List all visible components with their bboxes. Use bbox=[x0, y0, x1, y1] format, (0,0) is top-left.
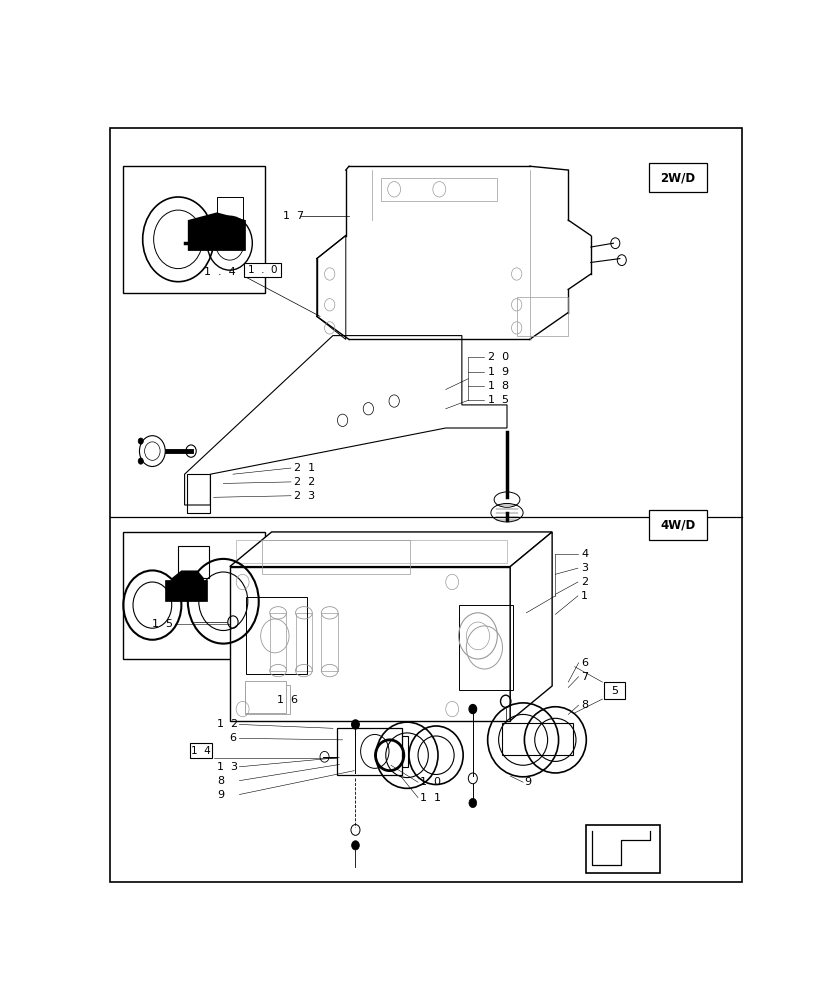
Text: 1  3: 1 3 bbox=[217, 762, 238, 772]
Text: 6: 6 bbox=[230, 733, 237, 743]
Bar bbox=[458, 605, 513, 690]
Bar bbox=[517, 297, 568, 336]
Bar bbox=[123, 166, 265, 293]
Text: 1  9: 1 9 bbox=[488, 367, 509, 377]
Bar bbox=[350, 736, 409, 767]
Circle shape bbox=[469, 704, 477, 714]
Text: 2: 2 bbox=[582, 577, 588, 587]
Circle shape bbox=[352, 841, 359, 850]
Bar bbox=[586, 825, 660, 873]
Text: 1: 1 bbox=[582, 591, 588, 601]
Text: 8: 8 bbox=[582, 700, 588, 710]
Bar bbox=[503, 723, 573, 755]
Circle shape bbox=[469, 798, 477, 808]
Circle shape bbox=[140, 436, 166, 466]
Text: 2  3: 2 3 bbox=[295, 491, 315, 501]
Bar bbox=[649, 510, 707, 540]
Polygon shape bbox=[188, 212, 246, 251]
Bar bbox=[270, 613, 286, 671]
Text: 7: 7 bbox=[582, 672, 588, 682]
Text: 8: 8 bbox=[217, 776, 224, 786]
Text: 9: 9 bbox=[524, 777, 532, 787]
Bar bbox=[262, 540, 410, 574]
Text: 6: 6 bbox=[582, 658, 588, 668]
Bar bbox=[338, 728, 402, 774]
Bar bbox=[295, 613, 312, 671]
Bar bbox=[321, 613, 338, 671]
Polygon shape bbox=[230, 532, 552, 567]
Text: 1  8: 1 8 bbox=[488, 381, 509, 391]
Bar bbox=[178, 546, 209, 578]
Polygon shape bbox=[510, 532, 552, 721]
Text: 1  5: 1 5 bbox=[488, 395, 508, 405]
Circle shape bbox=[138, 438, 143, 444]
Bar bbox=[123, 532, 265, 659]
Bar bbox=[245, 681, 286, 713]
Bar bbox=[246, 597, 307, 674]
Text: 9: 9 bbox=[217, 790, 224, 800]
Circle shape bbox=[352, 720, 359, 729]
Text: 2  1: 2 1 bbox=[295, 463, 315, 473]
Text: 3: 3 bbox=[582, 563, 588, 573]
Text: 2  0: 2 0 bbox=[488, 352, 509, 362]
Bar bbox=[217, 197, 243, 232]
Text: 1  0: 1 0 bbox=[420, 777, 441, 787]
Text: 1  4: 1 4 bbox=[191, 746, 211, 756]
Text: 1  2: 1 2 bbox=[217, 719, 238, 729]
Text: 4W/D: 4W/D bbox=[661, 519, 696, 532]
Polygon shape bbox=[171, 570, 204, 601]
Polygon shape bbox=[622, 840, 650, 865]
Text: 5: 5 bbox=[611, 686, 618, 696]
Bar bbox=[649, 163, 707, 192]
Polygon shape bbox=[230, 567, 510, 721]
Bar bbox=[604, 682, 625, 699]
Text: 4: 4 bbox=[582, 549, 588, 559]
Text: 1  1: 1 1 bbox=[420, 793, 441, 803]
Text: 1  .  0: 1 . 0 bbox=[248, 265, 277, 275]
Bar bbox=[166, 580, 207, 601]
Circle shape bbox=[138, 458, 143, 464]
Text: 1  7: 1 7 bbox=[283, 211, 305, 221]
Text: 2W/D: 2W/D bbox=[661, 171, 696, 184]
Bar bbox=[244, 263, 281, 277]
Bar bbox=[236, 540, 507, 563]
Text: 2  2: 2 2 bbox=[295, 477, 315, 487]
Bar bbox=[381, 178, 498, 201]
Bar bbox=[245, 685, 290, 714]
Bar bbox=[190, 743, 212, 758]
Text: 1  6: 1 6 bbox=[277, 695, 298, 705]
Text: 1  5: 1 5 bbox=[152, 619, 173, 629]
Text: 1  .  4: 1 . 4 bbox=[204, 267, 235, 277]
